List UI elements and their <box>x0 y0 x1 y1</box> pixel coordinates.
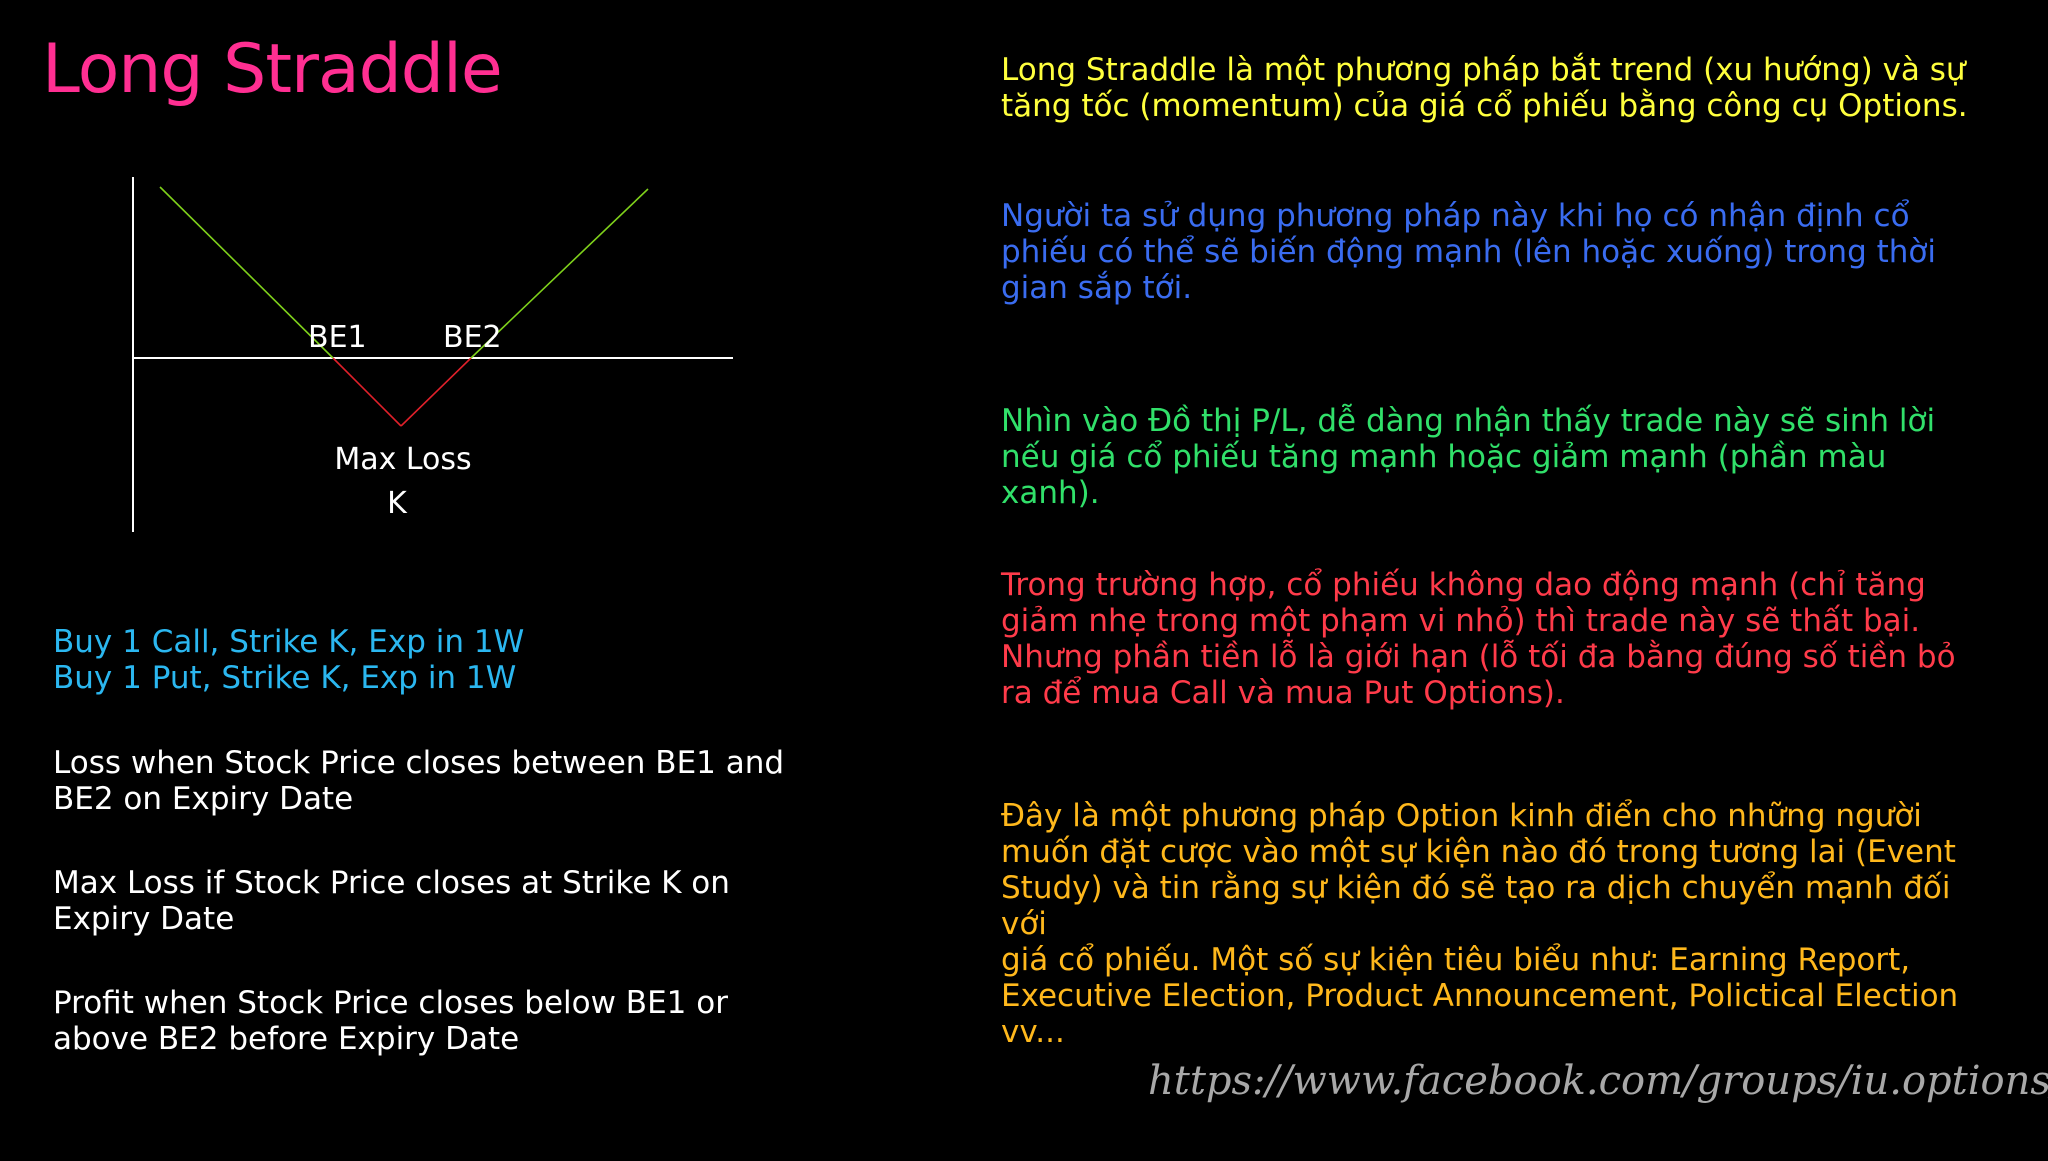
loss-description: Loss when Stock Price closes between BE1… <box>53 745 784 817</box>
paragraph-intro: Long Straddle là một phương pháp bắt tre… <box>1001 52 1971 124</box>
paragraph-line: Nhìn vào Đồ thị P/L, dễ dàng nhận thấy t… <box>1001 403 1936 439</box>
buy-call-text: Buy 1 Call, Strike K, Exp in 1W <box>53 624 525 660</box>
profit-line-2: above BE2 before Expiry Date <box>53 1021 520 1057</box>
profit-description: Profit when Stock Price closes below BE1… <box>53 985 728 1057</box>
loss-line-right <box>400 357 472 427</box>
position-description: Buy 1 Call, Strike K, Exp in 1W Buy 1 Pu… <box>53 624 524 696</box>
max-loss-label: Max Loss <box>334 442 471 477</box>
loss-line-2: BE2 on Expiry Date <box>53 781 354 817</box>
paragraph-line: Đây là một phương pháp Option kinh điển … <box>1001 798 1922 834</box>
paragraph-profit: Nhìn vào Đồ thị P/L, dễ dàng nhận thấy t… <box>1001 403 1971 511</box>
paragraph-line: Long Straddle là một phương pháp bắt tre… <box>1001 52 1966 88</box>
paragraph-line: giảm nhẹ trong một phạm vi nhỏ) thì trad… <box>1001 603 1921 639</box>
paragraph-line: ra để mua Call và mua Put Options). <box>1001 675 1565 711</box>
paragraph-line: muốn đặt cược vào một sự kiện nào đó tro… <box>1001 834 1956 870</box>
paragraph-line: tăng tốc (momentum) của giá cổ phiếu bằn… <box>1001 88 1968 124</box>
loss-line-left <box>332 357 402 427</box>
paragraph-line: gian sắp tới. <box>1001 270 1193 306</box>
paragraph-event-study: Đây là một phương pháp Option kinh điển … <box>1001 798 1971 1050</box>
be2-label: BE2 <box>443 320 502 355</box>
paragraph-usage: Người ta sử dụng phương pháp này khi họ … <box>1001 198 1971 306</box>
buy-put-text: Buy 1 Put, Strike K, Exp in 1W <box>53 660 517 696</box>
paragraph-loss: Trong trường hợp, cổ phiếu không dao độn… <box>1001 567 1971 711</box>
paragraph-line: vv... <box>1001 1014 1065 1050</box>
profit-line-left <box>159 186 334 359</box>
paragraph-line: Trong trường hợp, cổ phiếu không dao độn… <box>1001 567 1926 603</box>
loss-line-1: Loss when Stock Price closes between BE1… <box>53 745 785 781</box>
paragraph-line: nếu giá cổ phiếu tăng mạnh hoặc giảm mạn… <box>1001 439 1887 511</box>
paragraph-line: Người ta sử dụng phương pháp này khi họ … <box>1001 198 1910 234</box>
strike-k-label: K <box>387 486 408 521</box>
profit-line-right <box>470 188 649 359</box>
paragraph-line: Study) và tin rằng sự kiện đó sẽ tạo ra … <box>1001 870 1951 942</box>
be1-label: BE1 <box>308 320 367 355</box>
pl-diagram: BE1 BE2 Max Loss K <box>132 177 733 532</box>
max-loss-line-2: Expiry Date <box>53 901 235 937</box>
max-loss-line-1: Max Loss if Stock Price closes at Strike… <box>53 865 730 901</box>
profit-line-1: Profit when Stock Price closes below BE1… <box>53 985 728 1021</box>
page-title: Long Straddle <box>42 30 503 109</box>
paragraph-line: phiếu có thể sẽ biến động mạnh (lên hoặc… <box>1001 234 1936 270</box>
paragraph-line: giá cổ phiếu. Một số sự kiện tiêu biểu n… <box>1001 942 1911 978</box>
paragraph-line: Nhưng phần tiền lỗ là giới hạn (lỗ tối đ… <box>1001 639 1956 675</box>
paragraph-line: Executive Election, Product Announcement… <box>1001 978 1959 1014</box>
facebook-group-url: https://www.facebook.com/groups/iu.optio… <box>1148 1058 2048 1104</box>
max-loss-description: Max Loss if Stock Price closes at Strike… <box>53 865 730 937</box>
